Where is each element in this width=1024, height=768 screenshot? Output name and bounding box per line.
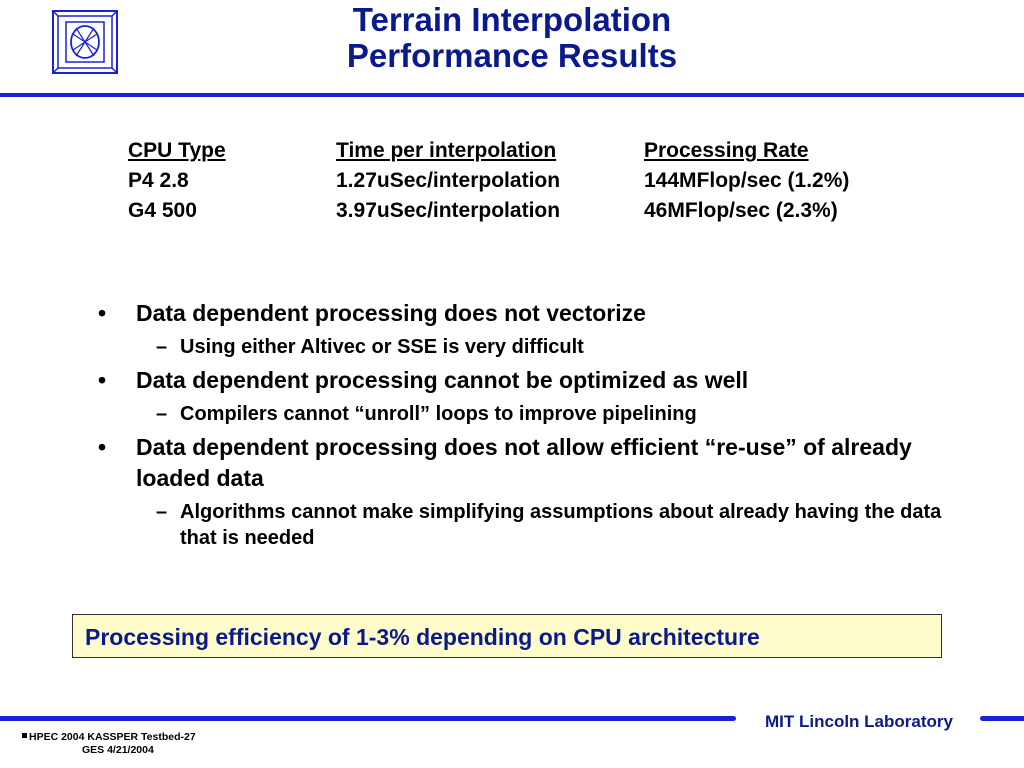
table-row: G4 500 3.97uSec/interpolation 46MFlop/se…: [128, 196, 849, 226]
footer-info: HPEC 2004 KASSPER Testbed-27 GES 4/21/20…: [22, 731, 196, 757]
column-header: CPU Type: [128, 139, 226, 162]
lab-name: MIT Lincoln Laboratory: [765, 712, 953, 731]
bullet-text: Data dependent processing does not vecto…: [136, 300, 646, 326]
table-cell: G4 500: [128, 199, 197, 222]
footer-divider-right: [980, 716, 1024, 721]
bullet-marker: •: [98, 300, 107, 326]
footer-line-2: GES 4/21/2004: [82, 744, 154, 756]
bullet-text: Data dependent processing cannot be opti…: [136, 367, 749, 393]
sub-bullet-text: Compilers cannot “unroll” loops to impro…: [180, 403, 697, 425]
conclusion-callout: Processing efficiency of 1-3% depending …: [72, 614, 942, 658]
table-header-row: CPU Type Time per interpolation Processi…: [128, 136, 849, 166]
column-header: Time per interpolation: [336, 139, 557, 162]
sub-bullet-marker: –: [156, 501, 168, 523]
title-line-2: Performance Results: [346, 37, 678, 74]
bullet-item: • Data dependent processing does not all…: [94, 432, 944, 494]
mit-ll-logo-icon: [52, 10, 118, 74]
footer-divider-left: [0, 716, 736, 721]
sub-bullet-item: – Algorithms cannot make simplifying ass…: [94, 499, 944, 551]
sub-bullet-item: – Compilers cannot “unroll” loops to imp…: [94, 401, 944, 427]
page-title: Terrain Interpolation Performance Result…: [200, 2, 824, 74]
column-header: Processing Rate: [644, 139, 809, 162]
footer-square-icon: [22, 733, 27, 738]
table-cell: 3.97uSec/interpolation: [336, 199, 561, 222]
bullet-marker: •: [98, 367, 107, 393]
table-cell: 46MFlop/sec (2.3%): [644, 199, 838, 222]
table-row: P4 2.8 1.27uSec/interpolation 144MFlop/s…: [128, 166, 849, 196]
title-divider: [0, 93, 1024, 97]
bullet-item: • Data dependent processing cannot be op…: [94, 365, 944, 396]
sub-bullet-marker: –: [156, 403, 168, 425]
table-cell: 144MFlop/sec (1.2%): [644, 169, 850, 192]
sub-bullet-item: – Using either Altivec or SSE is very di…: [94, 334, 944, 360]
sub-bullet-text: Algorithms cannot make simplifying assum…: [180, 501, 942, 549]
bullet-marker: •: [98, 434, 107, 460]
bullet-item: • Data dependent processing does not vec…: [94, 298, 944, 329]
cpu-performance-table: CPU Type Time per interpolation Processi…: [128, 136, 849, 226]
table-cell: 1.27uSec/interpolation: [336, 169, 561, 192]
table-cell: P4 2.8: [128, 169, 189, 192]
title-line-1: Terrain Interpolation: [352, 1, 672, 38]
sub-bullet-text: Using either Altivec or SSE is very diff…: [180, 336, 584, 358]
footer-line-1: HPEC 2004 KASSPER Testbed-27: [29, 731, 196, 743]
sub-bullet-marker: –: [156, 336, 168, 358]
bullet-list: • Data dependent processing does not vec…: [94, 298, 944, 556]
bullet-text: Data dependent processing does not allow…: [136, 434, 912, 491]
